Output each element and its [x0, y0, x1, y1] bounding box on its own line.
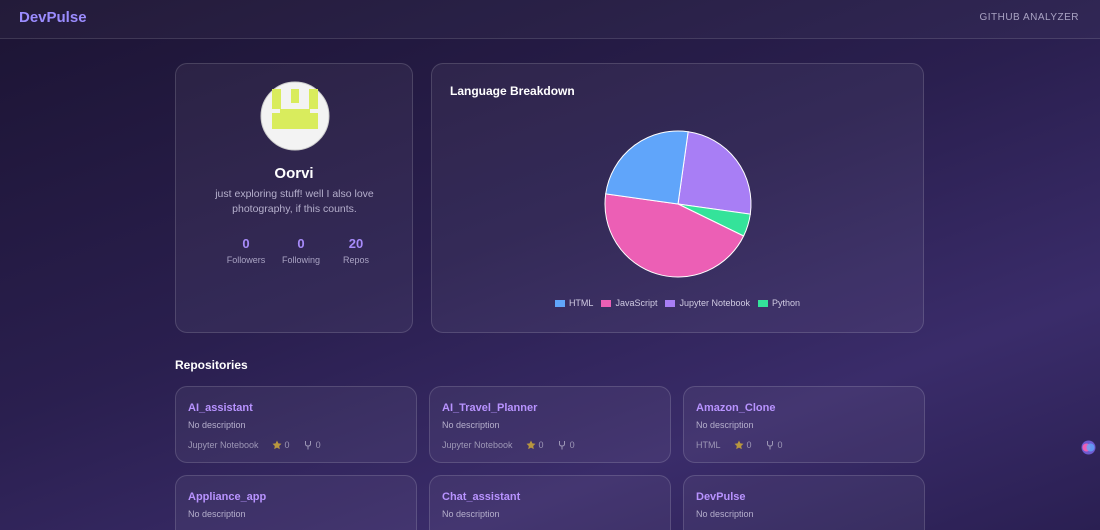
legend-item: Python	[758, 298, 800, 308]
pie-slice	[605, 130, 689, 205]
header: DevPulse GITHUB ANALYZER	[0, 0, 1100, 39]
legend-label: JavaScript	[615, 298, 658, 308]
legend-label: Python	[772, 298, 801, 308]
stat-label: Followers	[226, 255, 266, 265]
repo-forks: 0	[569, 440, 575, 450]
repo-meta: Jupyter Notebook 0 0	[188, 440, 327, 450]
repo-card[interactable]: Appliance_app No description	[175, 475, 417, 530]
legend-item: JavaScript	[601, 298, 657, 308]
repo-description: No description	[442, 420, 500, 430]
legend-label: Jupyter Notebook	[679, 298, 751, 308]
repo-stars: 0	[538, 440, 544, 450]
legend-swatch	[554, 299, 565, 307]
avatar	[260, 81, 330, 151]
legend-swatch	[601, 299, 612, 307]
legend-item: Jupyter Notebook	[665, 298, 750, 308]
stat: 20 Repos	[326, 236, 386, 265]
legend-label: HTML	[568, 298, 594, 308]
legend-swatch	[665, 299, 676, 307]
repo-meta: Jupyter Notebook 0 0	[442, 440, 581, 450]
repo-description: No description	[696, 420, 754, 430]
pie-slice	[677, 131, 752, 215]
profile-card: Oorvi just exploring stuff! well I also …	[175, 63, 413, 333]
repo-description: No description	[188, 509, 246, 519]
repo-meta: HTML 0 0	[696, 440, 789, 450]
repo-name[interactable]: AI_assistant	[188, 402, 253, 414]
repo-card[interactable]: Chat_assistant No description	[429, 475, 671, 530]
repo-stars: 0	[746, 440, 752, 450]
repo-language: Jupyter Notebook	[442, 440, 513, 450]
chart-title: Language Breakdown	[450, 84, 575, 98]
language-card: Language Breakdown HTML JavaScript Jupyter…	[431, 63, 924, 333]
stat: 0 Followers	[216, 236, 276, 265]
stat-value: 0	[297, 236, 305, 251]
repo-card[interactable]: AI_Travel_Planner No description Jupyter N…	[429, 386, 671, 463]
repo-language: HTML	[696, 440, 721, 450]
repo-name[interactable]: Appliance_app	[188, 491, 267, 503]
repo-name[interactable]: Amazon_Clone	[696, 402, 776, 414]
pie-chart	[604, 130, 752, 278]
pie-slice	[604, 193, 745, 278]
stat: 0 Following	[271, 236, 331, 265]
repo-card[interactable]: Amazon_Clone No description HTML 0 0	[683, 386, 925, 463]
legend-item: HTML	[554, 298, 594, 308]
repo-forks: 0	[315, 440, 321, 450]
repo-card[interactable]: AI_assistant No description Jupyter Notebo…	[175, 386, 417, 463]
stat-value: 0	[242, 236, 250, 251]
repo-forks: 0	[777, 440, 783, 450]
stat-label: Following	[281, 255, 321, 265]
profile-name: Oorvi	[274, 165, 314, 182]
legend-swatch	[758, 299, 769, 307]
stat-label: Repos	[342, 255, 369, 265]
section-title: Repositories	[175, 358, 248, 372]
repo-name[interactable]: Chat_assistant	[442, 491, 521, 503]
repo-stars: 0	[284, 440, 290, 450]
repo-name[interactable]: AI_Travel_Planner	[442, 402, 538, 414]
repo-description: No description	[188, 420, 246, 430]
repo-name[interactable]: DevPulse	[696, 491, 746, 503]
nav-label: GITHUB ANALYZER	[979, 12, 1079, 23]
brand[interactable]: DevPulse	[19, 9, 87, 26]
profile-bio: just exploring stuff! well I also love p…	[215, 188, 374, 215]
repo-language: Jupyter Notebook	[188, 440, 259, 450]
legend: HTML JavaScript Jupyter Notebook Python	[432, 298, 923, 308]
stat-value: 20	[348, 236, 364, 251]
repo-card[interactable]: DevPulse No description	[683, 475, 925, 530]
floating-icon[interactable]	[1081, 440, 1096, 455]
repo-description: No description	[442, 509, 500, 519]
repo-description: No description	[696, 509, 754, 519]
